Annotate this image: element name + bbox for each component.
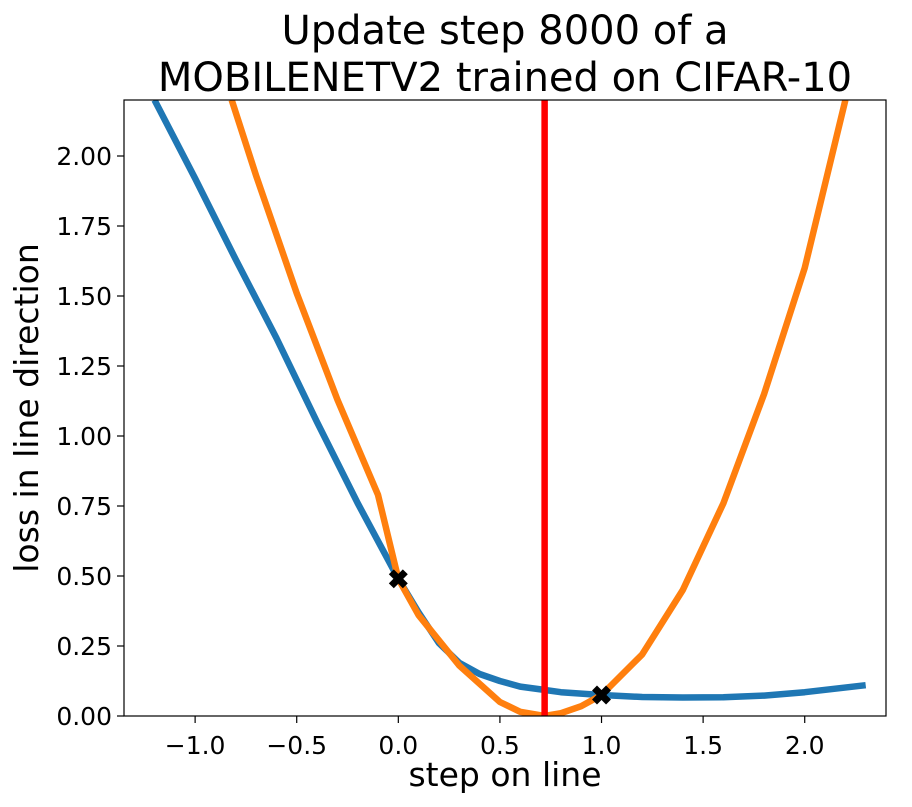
x-axis-label: step on line [408, 755, 601, 794]
axes-frame [123, 99, 887, 717]
x-tick-label: 1.0 [582, 731, 622, 760]
x-tick-label: 0.0 [378, 731, 418, 760]
y-tick-label: 1.00 [56, 422, 112, 451]
chart-title-line-1: Update step 8000 of a [281, 8, 728, 54]
y-tick-label: 0.25 [56, 632, 112, 661]
series-line-2 [228, 100, 849, 716]
x-tick-label: −0.5 [266, 731, 327, 760]
y-tick-label: 1.75 [56, 212, 112, 241]
series-line-1 [151, 100, 867, 701]
x-tick-label: −1.0 [165, 731, 226, 760]
y-tick-label: 1.50 [56, 282, 112, 311]
x-tick-label: 0.5 [480, 731, 520, 760]
x-tick-label: 2.0 [785, 731, 825, 760]
plot-area [151, 100, 867, 716]
y-axis-label: loss in line direction [7, 243, 46, 572]
y-tick-label: 0.75 [56, 492, 112, 521]
chart-title-line-2: MOBILENETV2 trained on CIFAR-10 [158, 55, 852, 101]
point-marker-2 [592, 685, 611, 705]
y-tick-label: 0.00 [56, 702, 112, 731]
y-tick-label: 1.25 [56, 352, 112, 381]
axes: −1.0 −0.5 0.0 0.5 1.0 1.5 2.0 0.00 0.25 0.50 0.75 1… [56, 99, 887, 760]
y-tick-label: 2.00 [56, 142, 112, 171]
x-tick-label: 1.5 [683, 731, 723, 760]
y-tick-label: 0.50 [56, 562, 112, 591]
point-marker-1 [388, 569, 408, 589]
